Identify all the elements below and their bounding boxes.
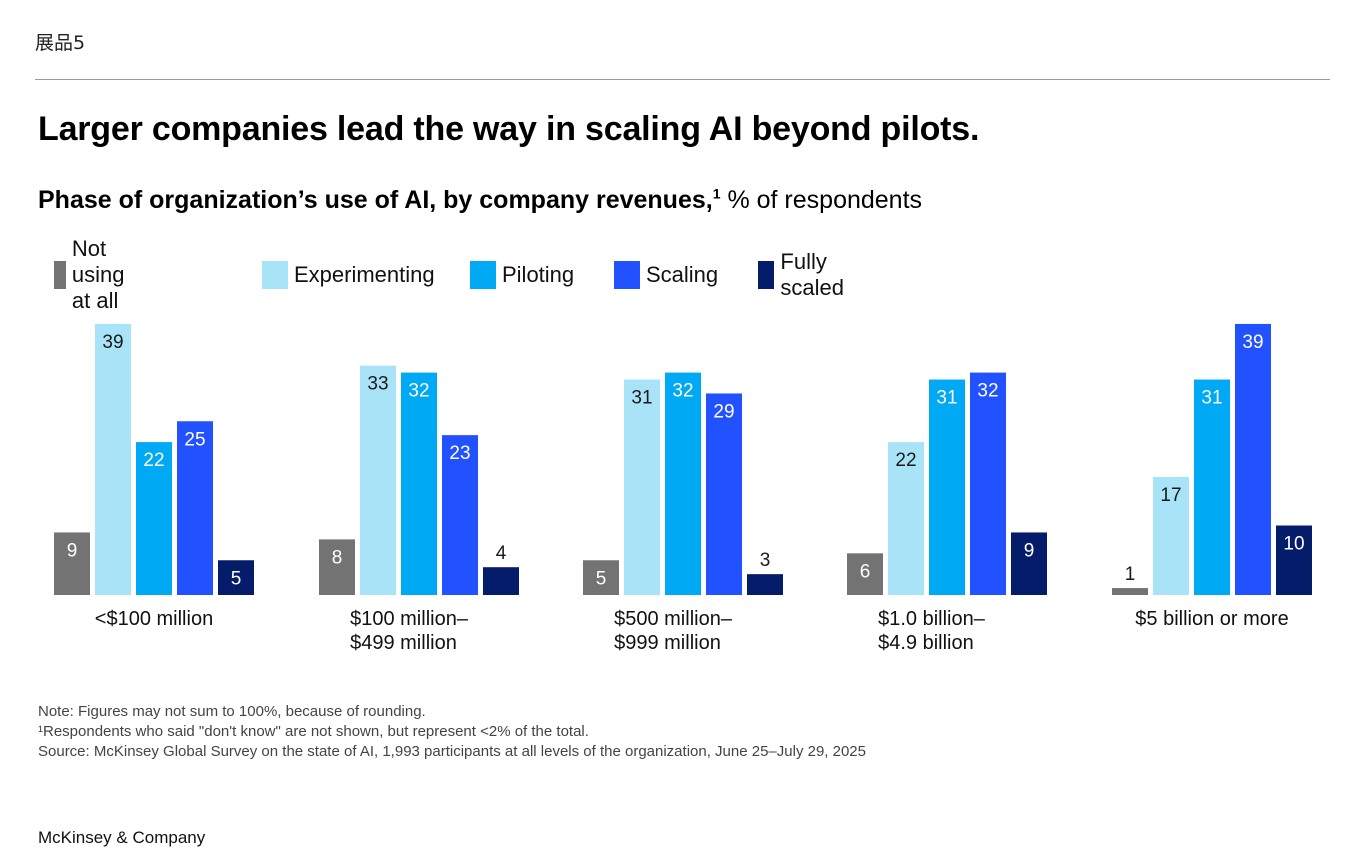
legend-label-scaling: Scaling (646, 262, 719, 287)
bar-value-label: 39 (1242, 332, 1263, 353)
bar-value-label: 25 (184, 429, 205, 450)
bar-value-label: 23 (449, 443, 470, 464)
bar-group: 9 39 22 25 5 <$100 million (54, 323, 254, 630)
bar (401, 372, 437, 595)
bar-value-label: 8 (332, 547, 343, 568)
x-tick-label-line: $4.9 billion (878, 632, 974, 654)
bar-value-label: 39 (102, 332, 123, 353)
x-tick-label-line: <$100 million (95, 608, 213, 630)
legend-label-piloting: Piloting (502, 262, 575, 287)
note-rounding: Note: Figures may not sum to 100%, becau… (38, 703, 426, 720)
subtitle-unit: % of respondents (720, 186, 923, 214)
legend-item-experimenting: Experimenting (262, 260, 435, 290)
bar-group: 8 33 32 23 4 $100 million– $499 million (319, 365, 519, 654)
legend-swatch-scaling (614, 261, 640, 289)
x-tick-label-line: $500 million– (614, 608, 733, 630)
legend-swatch-not-using (54, 261, 66, 289)
brand-logo-text: McKinsey & Company (38, 828, 206, 847)
bar-value-label: 5 (596, 568, 607, 589)
bar-value-label: 5 (231, 568, 242, 589)
legend-item-piloting: Piloting (470, 260, 574, 290)
bar (218, 560, 254, 595)
bar (747, 574, 783, 595)
bar-value-label: 31 (631, 388, 652, 409)
legend-label-not-using: Not using at all (71, 236, 125, 313)
x-tick-label-line: $499 million (350, 632, 457, 654)
bar (54, 532, 90, 595)
bar-group: 6 22 31 32 9 $1.0 billion– $4.9 billion (847, 372, 1047, 654)
x-tick-label: $500 million– $999 million (614, 608, 733, 654)
legend-swatch-fully-scaled (758, 261, 775, 289)
bar-value-label: 32 (408, 381, 429, 402)
x-tick-label-line: $100 million– (350, 608, 469, 630)
legend-label-experimenting: Experimenting (294, 262, 435, 287)
bar (319, 539, 355, 595)
bar (442, 435, 478, 595)
legend-swatch-piloting (470, 261, 496, 289)
bar-value-label: 29 (713, 401, 734, 422)
bar-value-label: 3 (760, 550, 771, 571)
legend-item-fully-scaled: Fully scaled (758, 249, 854, 300)
exhibit-label: 展品5 (35, 32, 86, 54)
chart-title: Larger companies lead the way in scaling… (38, 110, 980, 148)
x-tick-label: <$100 million (95, 608, 213, 630)
bar-value-label: 22 (143, 450, 164, 471)
bar-value-label: 9 (67, 540, 78, 561)
subtitle-main: Phase of organization’s use of AI, by co… (38, 186, 713, 214)
bar-value-label: 6 (860, 561, 871, 582)
x-tick-label: $5 billion or more (1135, 608, 1288, 630)
bar-value-label: 10 (1283, 534, 1304, 555)
bar (888, 442, 924, 595)
bar (1276, 525, 1312, 595)
bar (1011, 532, 1047, 595)
bar (95, 323, 131, 595)
bar-value-label: 31 (936, 388, 957, 409)
bar (1112, 588, 1148, 595)
bar (136, 442, 172, 595)
x-tick-label: $100 million– $499 million (350, 608, 469, 654)
bar-value-label: 17 (1160, 485, 1181, 506)
chart-notes: Note: Figures may not sum to 100%, becau… (38, 702, 866, 762)
bar-group: 5 31 32 29 3 $500 million– $999 million (583, 372, 783, 654)
bar (706, 393, 742, 595)
note-footnote: ¹Respondents who said "don't know" are n… (38, 723, 589, 740)
bar-value-label: 32 (977, 381, 998, 402)
bar-value-label: 31 (1201, 388, 1222, 409)
bar (665, 372, 701, 595)
header-divider (35, 79, 1330, 80)
bar (1194, 379, 1230, 595)
bar-value-label: 22 (895, 450, 916, 471)
bar-value-label: 33 (367, 374, 388, 395)
bar (483, 567, 519, 595)
x-tick-label: $1.0 billion– $4.9 billion (878, 608, 986, 654)
legend-label-fully-scaled: Fully scaled (780, 249, 844, 300)
bar (177, 421, 213, 595)
chart-subtitle: Phase of organization’s use of AI, by co… (38, 186, 922, 215)
note-source: Source: McKinsey Global Survey on the st… (38, 743, 866, 760)
bar (970, 372, 1006, 595)
bar (929, 379, 965, 595)
bar (1235, 323, 1271, 595)
bar (1153, 476, 1189, 595)
x-tick-label-line: $1.0 billion– (878, 608, 986, 630)
bar-value-label: 4 (496, 543, 507, 564)
bar-group: 1 17 31 39 10 $5 billion or more (1112, 323, 1312, 630)
legend-swatch-experimenting (262, 261, 288, 289)
bar (360, 365, 396, 595)
bar-value-label: 9 (1024, 540, 1035, 561)
bar-value-label: 1 (1125, 564, 1136, 585)
bar (624, 379, 660, 595)
bar (847, 553, 883, 595)
x-tick-label-line: $999 million (614, 632, 721, 654)
subtitle-footnote-marker: 1 (712, 185, 721, 202)
legend-item-scaling: Scaling (614, 260, 718, 290)
bar-value-label: 32 (672, 381, 693, 402)
legend-item-not-using: Not using at all (54, 236, 139, 313)
bar (583, 560, 619, 595)
x-tick-label-line: $5 billion or more (1135, 608, 1288, 630)
